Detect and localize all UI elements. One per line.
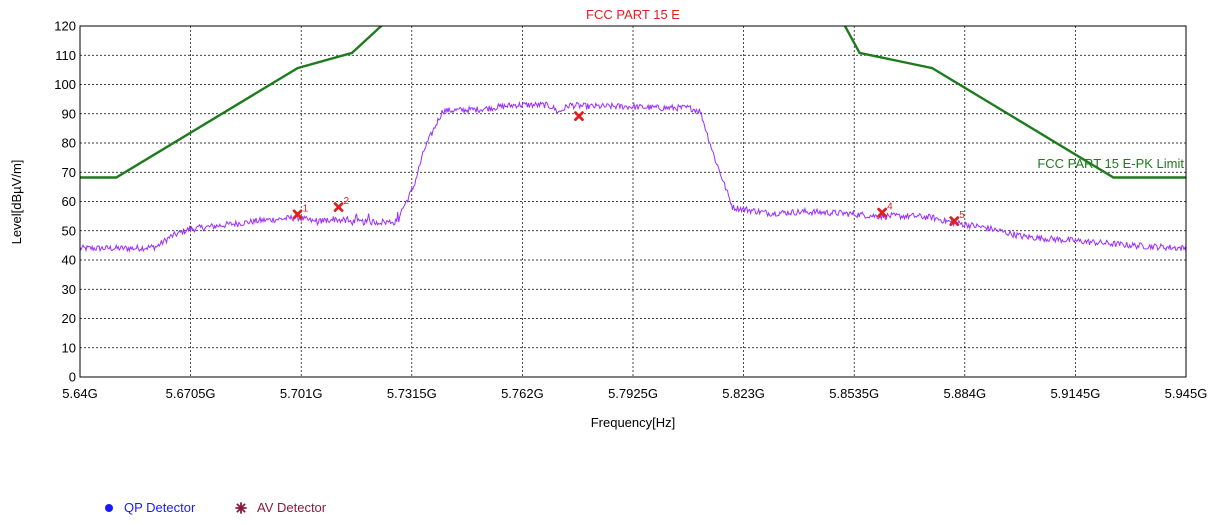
x-tick-label: 5.884G: [943, 386, 986, 401]
x-tick-label: 5.7925G: [608, 386, 658, 401]
x-tick-label: 5.64G: [62, 386, 97, 401]
x-tick-label: 5.7315G: [387, 386, 437, 401]
y-axis-label: Level[dBµV/m]: [9, 160, 24, 245]
x-tick-label: 5.823G: [722, 386, 765, 401]
series-layer: [80, 26, 1186, 253]
y-tick-label: 20: [62, 311, 76, 326]
chart-title: FCC PART 15 E: [586, 7, 680, 22]
y-tick-label: 70: [62, 165, 76, 180]
x-tick-label: 5.945G: [1165, 386, 1208, 401]
y-tick-label: 30: [62, 282, 76, 297]
x-tick-label: 5.8535G: [829, 386, 879, 401]
measurement-trace: [80, 100, 1186, 253]
limit-label: FCC PART 15 E-PK Limit: [1037, 156, 1184, 171]
x-tick-label: 5.701G: [280, 386, 323, 401]
marker-layer: 1 2 4 5: [292, 111, 965, 226]
peak-marker-label: 1: [303, 203, 309, 214]
y-tick-label: 100: [54, 77, 76, 92]
y-axis-ticks: 0 10 20 30 40 50 60 70 80 90 100 110 120: [54, 19, 76, 385]
y-tick-label: 90: [62, 106, 76, 121]
y-tick-label: 50: [62, 223, 76, 238]
peak-marker-label: 2: [344, 196, 350, 207]
legend-label-av: AV Detector: [257, 500, 327, 515]
peak-marker: [292, 209, 303, 220]
plot-frame: [79, 25, 1187, 378]
y-tick-label: 10: [62, 340, 76, 355]
y-tick-label: 0: [69, 370, 76, 385]
av-detector-icon: [235, 502, 247, 514]
y-tick-label: 60: [62, 194, 76, 209]
peak-marker-label: 5: [959, 210, 965, 221]
peak-marker: [333, 202, 344, 212]
peak-marker: [877, 207, 888, 218]
legend-label-qp: QP Detector: [124, 500, 196, 515]
peak-marker-label: 4: [887, 202, 893, 213]
x-axis-ticks: 5.64G 5.6705G 5.701G 5.7315G 5.762G 5.7925G 5.…: [62, 386, 1207, 401]
limit-line: [80, 26, 1186, 179]
peak-marker: [574, 111, 584, 121]
x-tick-label: 5.6705G: [166, 386, 216, 401]
x-tick-label: 5.9145G: [1050, 386, 1100, 401]
grid: [80, 26, 1186, 377]
y-tick-label: 110: [55, 48, 76, 63]
y-tick-label: 120: [54, 19, 76, 34]
y-tick-label: 80: [62, 136, 76, 151]
x-axis-label: Frequency[Hz]: [591, 415, 676, 430]
y-tick-label: 40: [62, 253, 76, 268]
legend: QP Detector AV Detector: [105, 500, 327, 515]
peak-marker: [949, 216, 960, 226]
qp-detector-icon: [105, 504, 113, 512]
x-tick-label: 5.762G: [501, 386, 544, 401]
